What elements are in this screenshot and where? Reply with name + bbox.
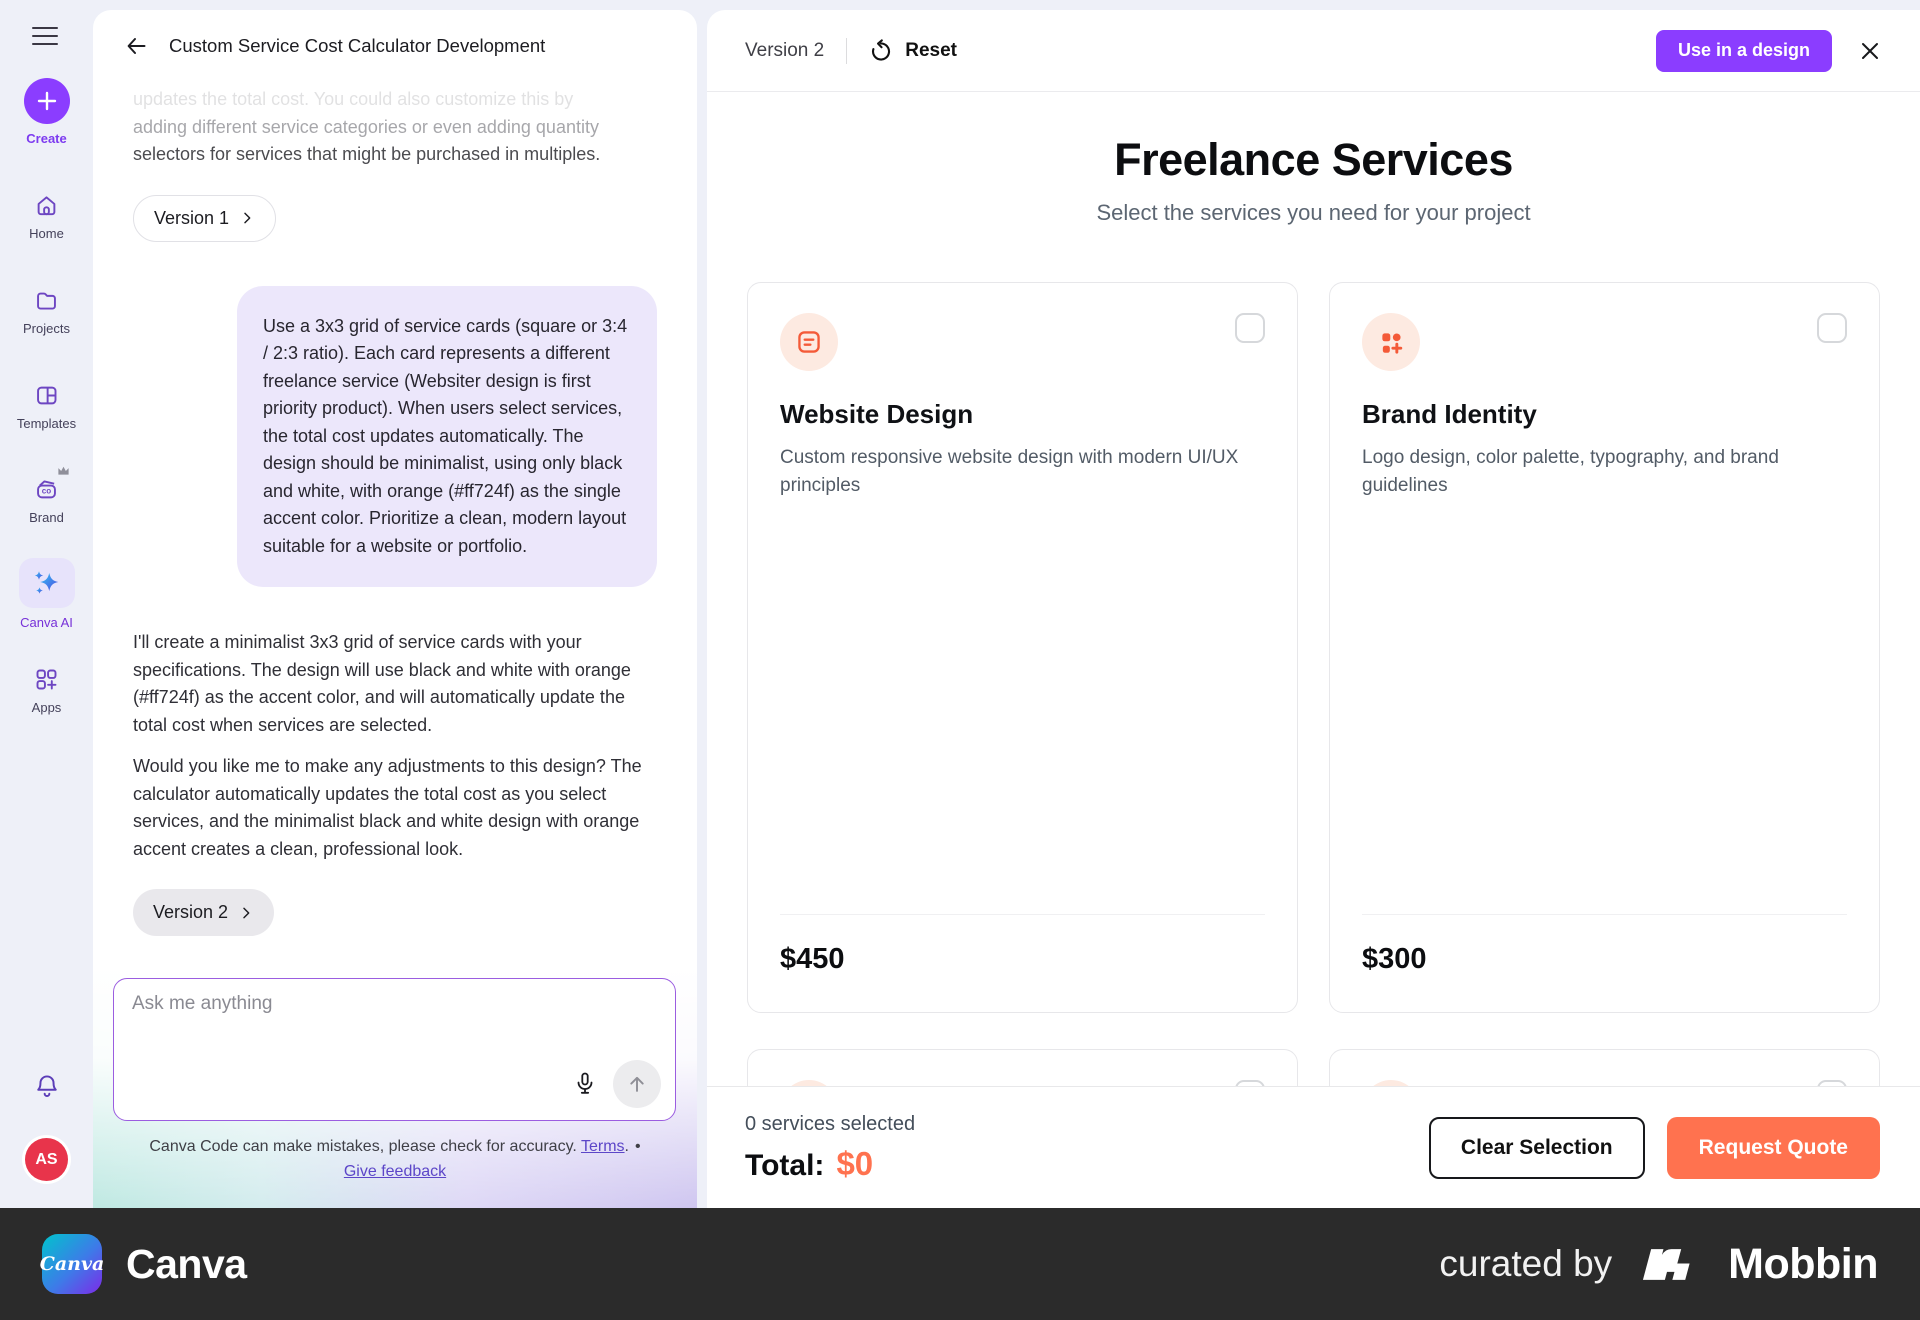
give-feedback-link[interactable]: Give feedback [343, 1163, 447, 1180]
document-icon [780, 313, 838, 371]
chat-title: Custom Service Cost Calculator Developme… [169, 35, 546, 56]
sidebar-item-label: Apps [31, 700, 62, 715]
mobbin-logo [1643, 1249, 1690, 1280]
sidebar-item-create[interactable]: Create [0, 78, 93, 146]
brand-icon: co [33, 466, 69, 503]
home-icon [33, 192, 60, 219]
chat-input[interactable] [132, 993, 657, 1065]
sidebar-item-label: Brand [29, 510, 64, 525]
sidebar-item-home[interactable]: Home [0, 192, 93, 241]
sidebar-item-label: Canva AI [20, 615, 73, 630]
service-price: $300 [1362, 943, 1427, 975]
chat-panel: Custom Service Cost Calculator Developme… [93, 10, 697, 1208]
toolbar-actions: Use in a design [1655, 29, 1882, 72]
service-card-grid: Website Design Custom responsive website… [747, 282, 1880, 1199]
sidebar-item-label: Home [29, 226, 64, 241]
scrolled-text-line: updates the total cost. You could also c… [133, 89, 574, 109]
user-message-row: Use a 3x3 grid of service cards (square … [133, 285, 657, 587]
app-window: Create Home Projects Templates [0, 0, 1920, 1208]
curated-by-mobbin: curated by Mobbin [1439, 1240, 1878, 1289]
service-checkbox[interactable] [1817, 313, 1847, 343]
selection-actions: Clear Selection Request Quote [1428, 1116, 1880, 1179]
chevron-right-icon [243, 907, 250, 918]
svg-text:co: co [42, 487, 51, 496]
card-divider [1362, 914, 1847, 915]
use-in-design-button[interactable]: Use in a design [1655, 29, 1832, 72]
toolbar-divider [846, 37, 848, 64]
grid-shapes-icon [1362, 313, 1420, 371]
total-label: Total: [745, 1148, 825, 1182]
left-sidebar: Create Home Projects Templates [0, 0, 93, 1208]
folder-icon [33, 287, 60, 314]
request-quote-button[interactable]: Request Quote [1666, 1116, 1880, 1179]
clear-selection-button[interactable]: Clear Selection [1428, 1116, 1645, 1179]
service-card-brand-identity[interactable]: Brand Identity Logo design, color palett… [1329, 282, 1880, 1013]
reset-button[interactable]: Reset [869, 38, 957, 63]
send-button[interactable] [613, 1060, 661, 1108]
terms-link[interactable]: Terms [580, 1138, 625, 1155]
preview-panel: Version 2 Reset Use in a design Freelanc… [707, 10, 1920, 1208]
disclaimer: Canva Code can make mistakes, please che… [149, 1138, 641, 1180]
canva-wordmark: Canva [126, 1240, 247, 1287]
notifications-bell-icon[interactable] [0, 1072, 93, 1100]
service-name: Website Design [780, 399, 974, 429]
sidebar-item-projects[interactable]: Projects [0, 287, 93, 336]
crown-icon [57, 465, 70, 476]
selection-summary: 0 services selected Total: $0 [745, 1113, 915, 1183]
sidebar-item-label: Create [26, 131, 67, 146]
service-card-website-design[interactable]: Website Design Custom responsive website… [747, 282, 1298, 1013]
curated-by-text: curated by [1439, 1243, 1613, 1284]
sidebar-item-brand[interactable]: co Brand [0, 466, 93, 525]
services-subtitle: Select the services you need for your pr… [1096, 200, 1531, 225]
chat-input-section: Canva Code can make mistakes, please che… [93, 966, 697, 1208]
chat-header: Custom Service Cost Calculator Developme… [93, 10, 697, 82]
selection-bar: 0 services selected Total: $0 Clear Sele… [707, 1086, 1920, 1208]
prompt-tools [573, 1060, 661, 1108]
prompt-input-box [113, 978, 676, 1121]
total-value: $0 [836, 1144, 874, 1182]
preview-version-label: Version 2 [745, 39, 825, 61]
assistant-message: I'll create a minimalist 3x3 grid of ser… [133, 629, 657, 863]
sidebar-item-label: Projects [23, 321, 70, 336]
menu-icon[interactable] [32, 24, 60, 48]
service-checkbox[interactable] [1235, 313, 1265, 343]
preview-canvas: Freelance Services Select the services y… [707, 92, 1920, 1208]
user-message-bubble: Use a 3x3 grid of service cards (square … [237, 285, 657, 587]
sidebar-item-label: Templates [16, 416, 77, 431]
microphone-icon[interactable] [573, 1071, 597, 1097]
site-footer: Canva Canva curated by Mobbin [0, 1208, 1920, 1320]
service-description: Custom responsive website design with mo… [780, 447, 1239, 496]
canva-brand: Canva Canva [40, 1234, 247, 1294]
services-hero: Freelance Services Select the services y… [707, 134, 1920, 226]
close-icon[interactable] [1858, 39, 1882, 63]
service-description: Logo design, color palette, typography, … [1362, 447, 1779, 496]
assistant-paragraph: Would you like me to make any adjustment… [133, 756, 642, 859]
scrolled-text-line: selectors for services that might be pur… [133, 144, 601, 164]
assistant-paragraph: I'll create a minimalist 3x3 grid of ser… [133, 632, 631, 735]
chat-messages: updates the total cost. You could also c… [93, 82, 697, 936]
version-1-button[interactable]: Version 1 [133, 194, 277, 242]
arrow-up-icon [630, 1076, 644, 1092]
plus-icon [23, 78, 70, 124]
service-name: Brand Identity [1362, 399, 1537, 429]
back-arrow-icon[interactable] [119, 29, 153, 63]
apps-icon [33, 666, 60, 693]
canva-logo: Canva [40, 1234, 104, 1294]
sidebar-item-templates[interactable]: Templates [0, 382, 93, 431]
reset-icon [872, 38, 891, 61]
scrolled-text-line: adding different service categories or e… [133, 116, 599, 137]
sidebar-item-apps[interactable]: Apps [0, 666, 93, 715]
card-divider [780, 914, 1265, 915]
service-price: $450 [780, 943, 845, 975]
sidebar-item-canva-ai[interactable]: Canva AI [0, 558, 93, 630]
user-avatar[interactable]: AS [25, 1138, 68, 1181]
templates-icon [33, 382, 60, 409]
version-2-button[interactable]: Version 2 [133, 889, 275, 936]
chevron-right-icon [244, 212, 251, 224]
services-selected-count: 0 services selected [745, 1112, 916, 1135]
preview-toolbar: Version 2 Reset Use in a design [707, 10, 1920, 92]
services-title: Freelance Services [1114, 134, 1513, 185]
sparkles-icon [18, 558, 75, 608]
mobbin-wordmark: Mobbin [1728, 1239, 1878, 1288]
